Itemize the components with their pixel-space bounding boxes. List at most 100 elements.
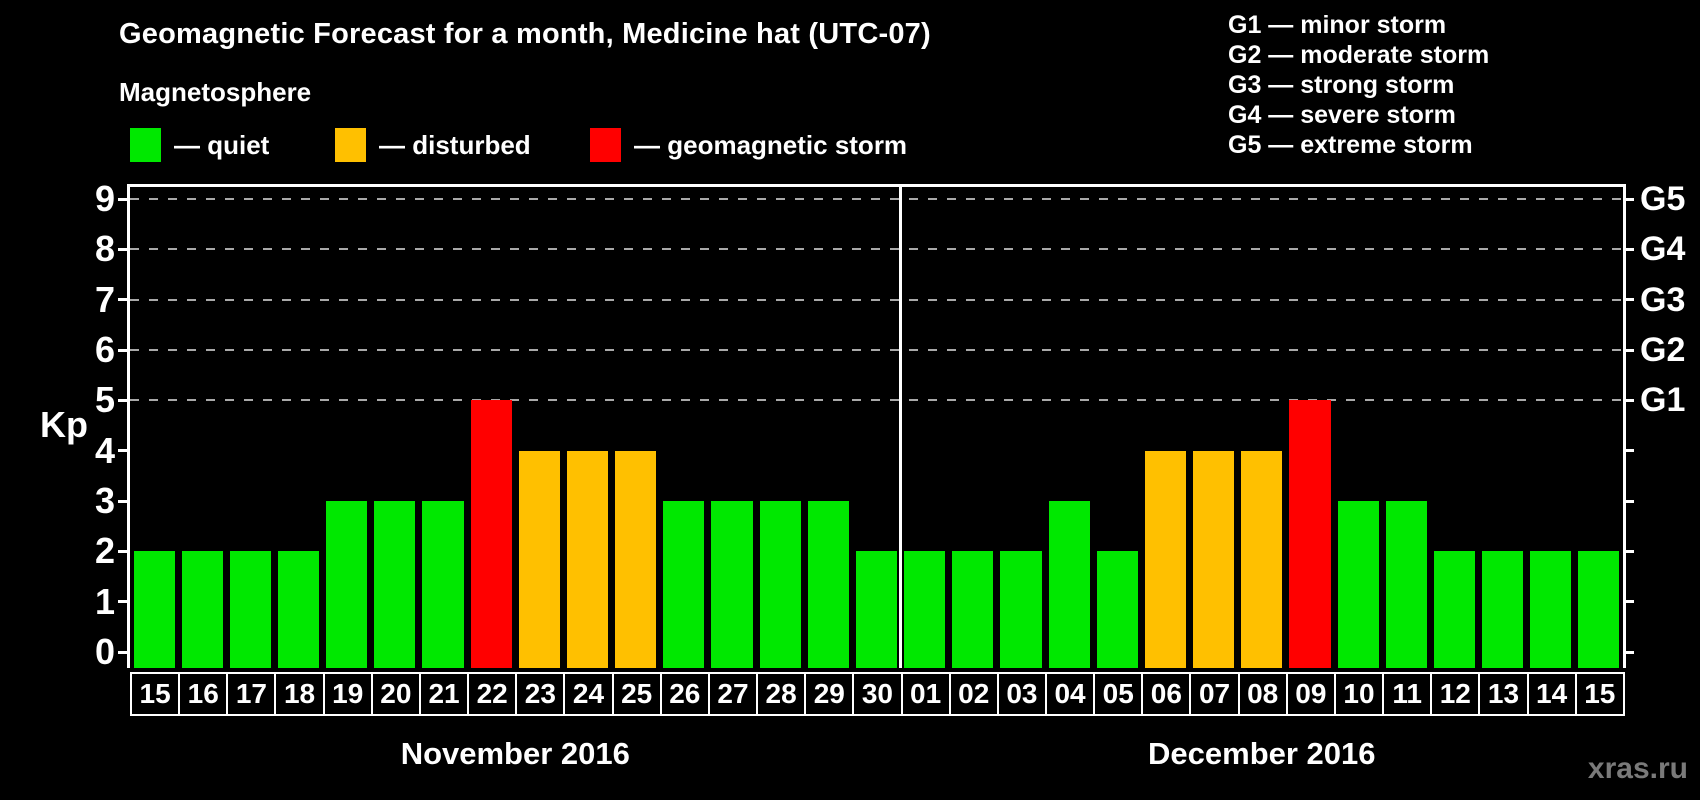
kp-bar-day-28 bbox=[759, 501, 801, 668]
y-axis-tick-right bbox=[1623, 549, 1634, 553]
day-label-29: 29 bbox=[804, 672, 855, 716]
gridline-kp-9 bbox=[130, 198, 1623, 201]
day-label-18: 18 bbox=[274, 672, 325, 716]
right-axis-g-label: G1 bbox=[1640, 381, 1686, 420]
kp-bar-day-08 bbox=[1241, 450, 1283, 668]
chart-title: Geomagnetic Forecast for a month, Medici… bbox=[119, 18, 931, 50]
kp-bar-day-21 bbox=[422, 501, 464, 668]
g-scale-legend-item: G2 — moderate storm bbox=[1228, 41, 1490, 69]
g-scale-legend-item: G4 — severe storm bbox=[1228, 101, 1456, 129]
kp-bar-day-05 bbox=[1096, 551, 1138, 668]
right-axis-g-label: G4 bbox=[1640, 230, 1686, 269]
plot-area bbox=[127, 184, 1626, 668]
day-label-26: 26 bbox=[659, 672, 710, 716]
y-axis-tick-left bbox=[118, 449, 129, 453]
kp-bar-day-18 bbox=[277, 551, 320, 668]
kp-bar-day-20 bbox=[374, 501, 416, 668]
legend-swatch-disturbed bbox=[335, 128, 366, 162]
gridline-kp-5 bbox=[130, 399, 1623, 402]
y-axis-tick-label: 2 bbox=[94, 530, 115, 572]
kp-bar-day-25 bbox=[615, 450, 657, 668]
day-label-09: 09 bbox=[1285, 672, 1336, 716]
day-label-04: 04 bbox=[1044, 672, 1096, 716]
x-axis-day-row: 15 16 17 18 19 20 21 22 23 24 25 26 27 28 29 30 01 02 03 04… bbox=[130, 672, 1625, 716]
y-axis-tick-label: 7 bbox=[94, 278, 115, 320]
kp-bar-day-30 bbox=[855, 551, 898, 668]
kp-bar-day-15 bbox=[133, 551, 175, 668]
kp-bar-day-04 bbox=[1048, 501, 1090, 668]
g-scale-legend-item: G3 — strong storm bbox=[1228, 71, 1455, 99]
kp-bar-day-15 bbox=[1578, 551, 1620, 668]
right-axis-g-label: G5 bbox=[1640, 180, 1686, 219]
day-label-22: 22 bbox=[467, 672, 518, 716]
kp-bar-day-13 bbox=[1482, 551, 1524, 668]
y-axis-tick-left bbox=[118, 348, 129, 352]
kp-bar-day-22 bbox=[470, 400, 512, 668]
y-axis-tick-label: 3 bbox=[94, 480, 115, 521]
y-axis-tick-right bbox=[1623, 348, 1634, 352]
y-axis-tick-right bbox=[1623, 247, 1634, 251]
kp-bar-day-17 bbox=[229, 551, 271, 668]
day-label-20: 20 bbox=[370, 672, 421, 716]
day-label-15: 15 bbox=[130, 672, 181, 716]
y-axis-tick-right bbox=[1623, 197, 1634, 201]
kp-bar-day-16 bbox=[181, 551, 223, 668]
day-label-07: 07 bbox=[1189, 672, 1240, 716]
y-axis-tick-left bbox=[118, 247, 129, 251]
day-label-19: 19 bbox=[322, 672, 373, 716]
kp-bar-day-23 bbox=[518, 450, 560, 668]
kp-bar-day-27 bbox=[711, 501, 753, 668]
y-axis-tick-label: 4 bbox=[94, 429, 115, 471]
legend-item-disturbed: — disturbed bbox=[335, 128, 531, 162]
g-scale-legend: G1 — minor storm G2 — moderate storm G3 — … bbox=[1228, 10, 1489, 160]
kp-bar-day-14 bbox=[1530, 551, 1572, 668]
kp-bar-day-24 bbox=[566, 450, 609, 668]
y-axis-tick-label: 9 bbox=[94, 178, 115, 220]
month-separator bbox=[899, 187, 903, 668]
legend-swatch-quiet bbox=[130, 128, 161, 162]
kp-bar-day-29 bbox=[807, 501, 849, 668]
kp-bar-day-19 bbox=[326, 501, 368, 668]
kp-bar-day-01 bbox=[904, 551, 946, 668]
y-axis-tick-right bbox=[1623, 449, 1634, 453]
day-label-01: 01 bbox=[900, 672, 951, 716]
kp-bar-day-07 bbox=[1193, 450, 1235, 668]
y-axis-tick-label: 6 bbox=[94, 329, 115, 371]
y-axis-tick-left bbox=[118, 549, 129, 553]
y-axis-tick-right bbox=[1623, 298, 1634, 302]
day-label-25: 25 bbox=[611, 672, 662, 716]
legend-label-disturbed: — disturbed bbox=[379, 129, 531, 160]
day-label-15: 15 bbox=[1574, 672, 1625, 716]
day-label-03: 03 bbox=[996, 672, 1047, 716]
right-axis-g-label: G2 bbox=[1640, 331, 1686, 370]
y-axis-tick-label: 0 bbox=[94, 631, 115, 672]
legend-item-storm: — geomagnetic storm bbox=[590, 128, 907, 162]
legend-label-quiet: — quiet bbox=[174, 129, 270, 160]
kp-bar-day-09 bbox=[1289, 400, 1331, 668]
y-axis-tick-left bbox=[118, 298, 129, 302]
gridline-kp-8 bbox=[130, 248, 1623, 251]
kp-bar-day-03 bbox=[1000, 551, 1042, 668]
day-label-11: 11 bbox=[1382, 672, 1433, 716]
y-axis-tick-left bbox=[118, 499, 129, 503]
day-label-08: 08 bbox=[1237, 672, 1288, 716]
g-scale-legend-item: G1 — minor storm bbox=[1228, 11, 1447, 39]
y-axis-tick-right bbox=[1623, 600, 1634, 604]
day-label-21: 21 bbox=[418, 672, 470, 716]
month-label: December 2016 bbox=[1148, 736, 1376, 771]
kp-bar-day-06 bbox=[1144, 450, 1187, 668]
day-label-14: 14 bbox=[1526, 672, 1577, 716]
day-label-06: 06 bbox=[1141, 672, 1192, 716]
day-label-17: 17 bbox=[226, 672, 277, 716]
day-label-02: 02 bbox=[948, 672, 999, 716]
kp-bar-day-02 bbox=[952, 551, 994, 668]
legend-item-quiet: — quiet bbox=[130, 128, 269, 162]
day-label-27: 27 bbox=[707, 672, 759, 716]
day-label-28: 28 bbox=[756, 672, 807, 716]
legend-swatch-storm bbox=[590, 128, 621, 162]
day-label-23: 23 bbox=[515, 672, 566, 716]
legend-label-storm: — geomagnetic storm bbox=[634, 129, 908, 160]
day-label-24: 24 bbox=[563, 672, 614, 716]
y-axis-tick-right bbox=[1623, 398, 1634, 402]
